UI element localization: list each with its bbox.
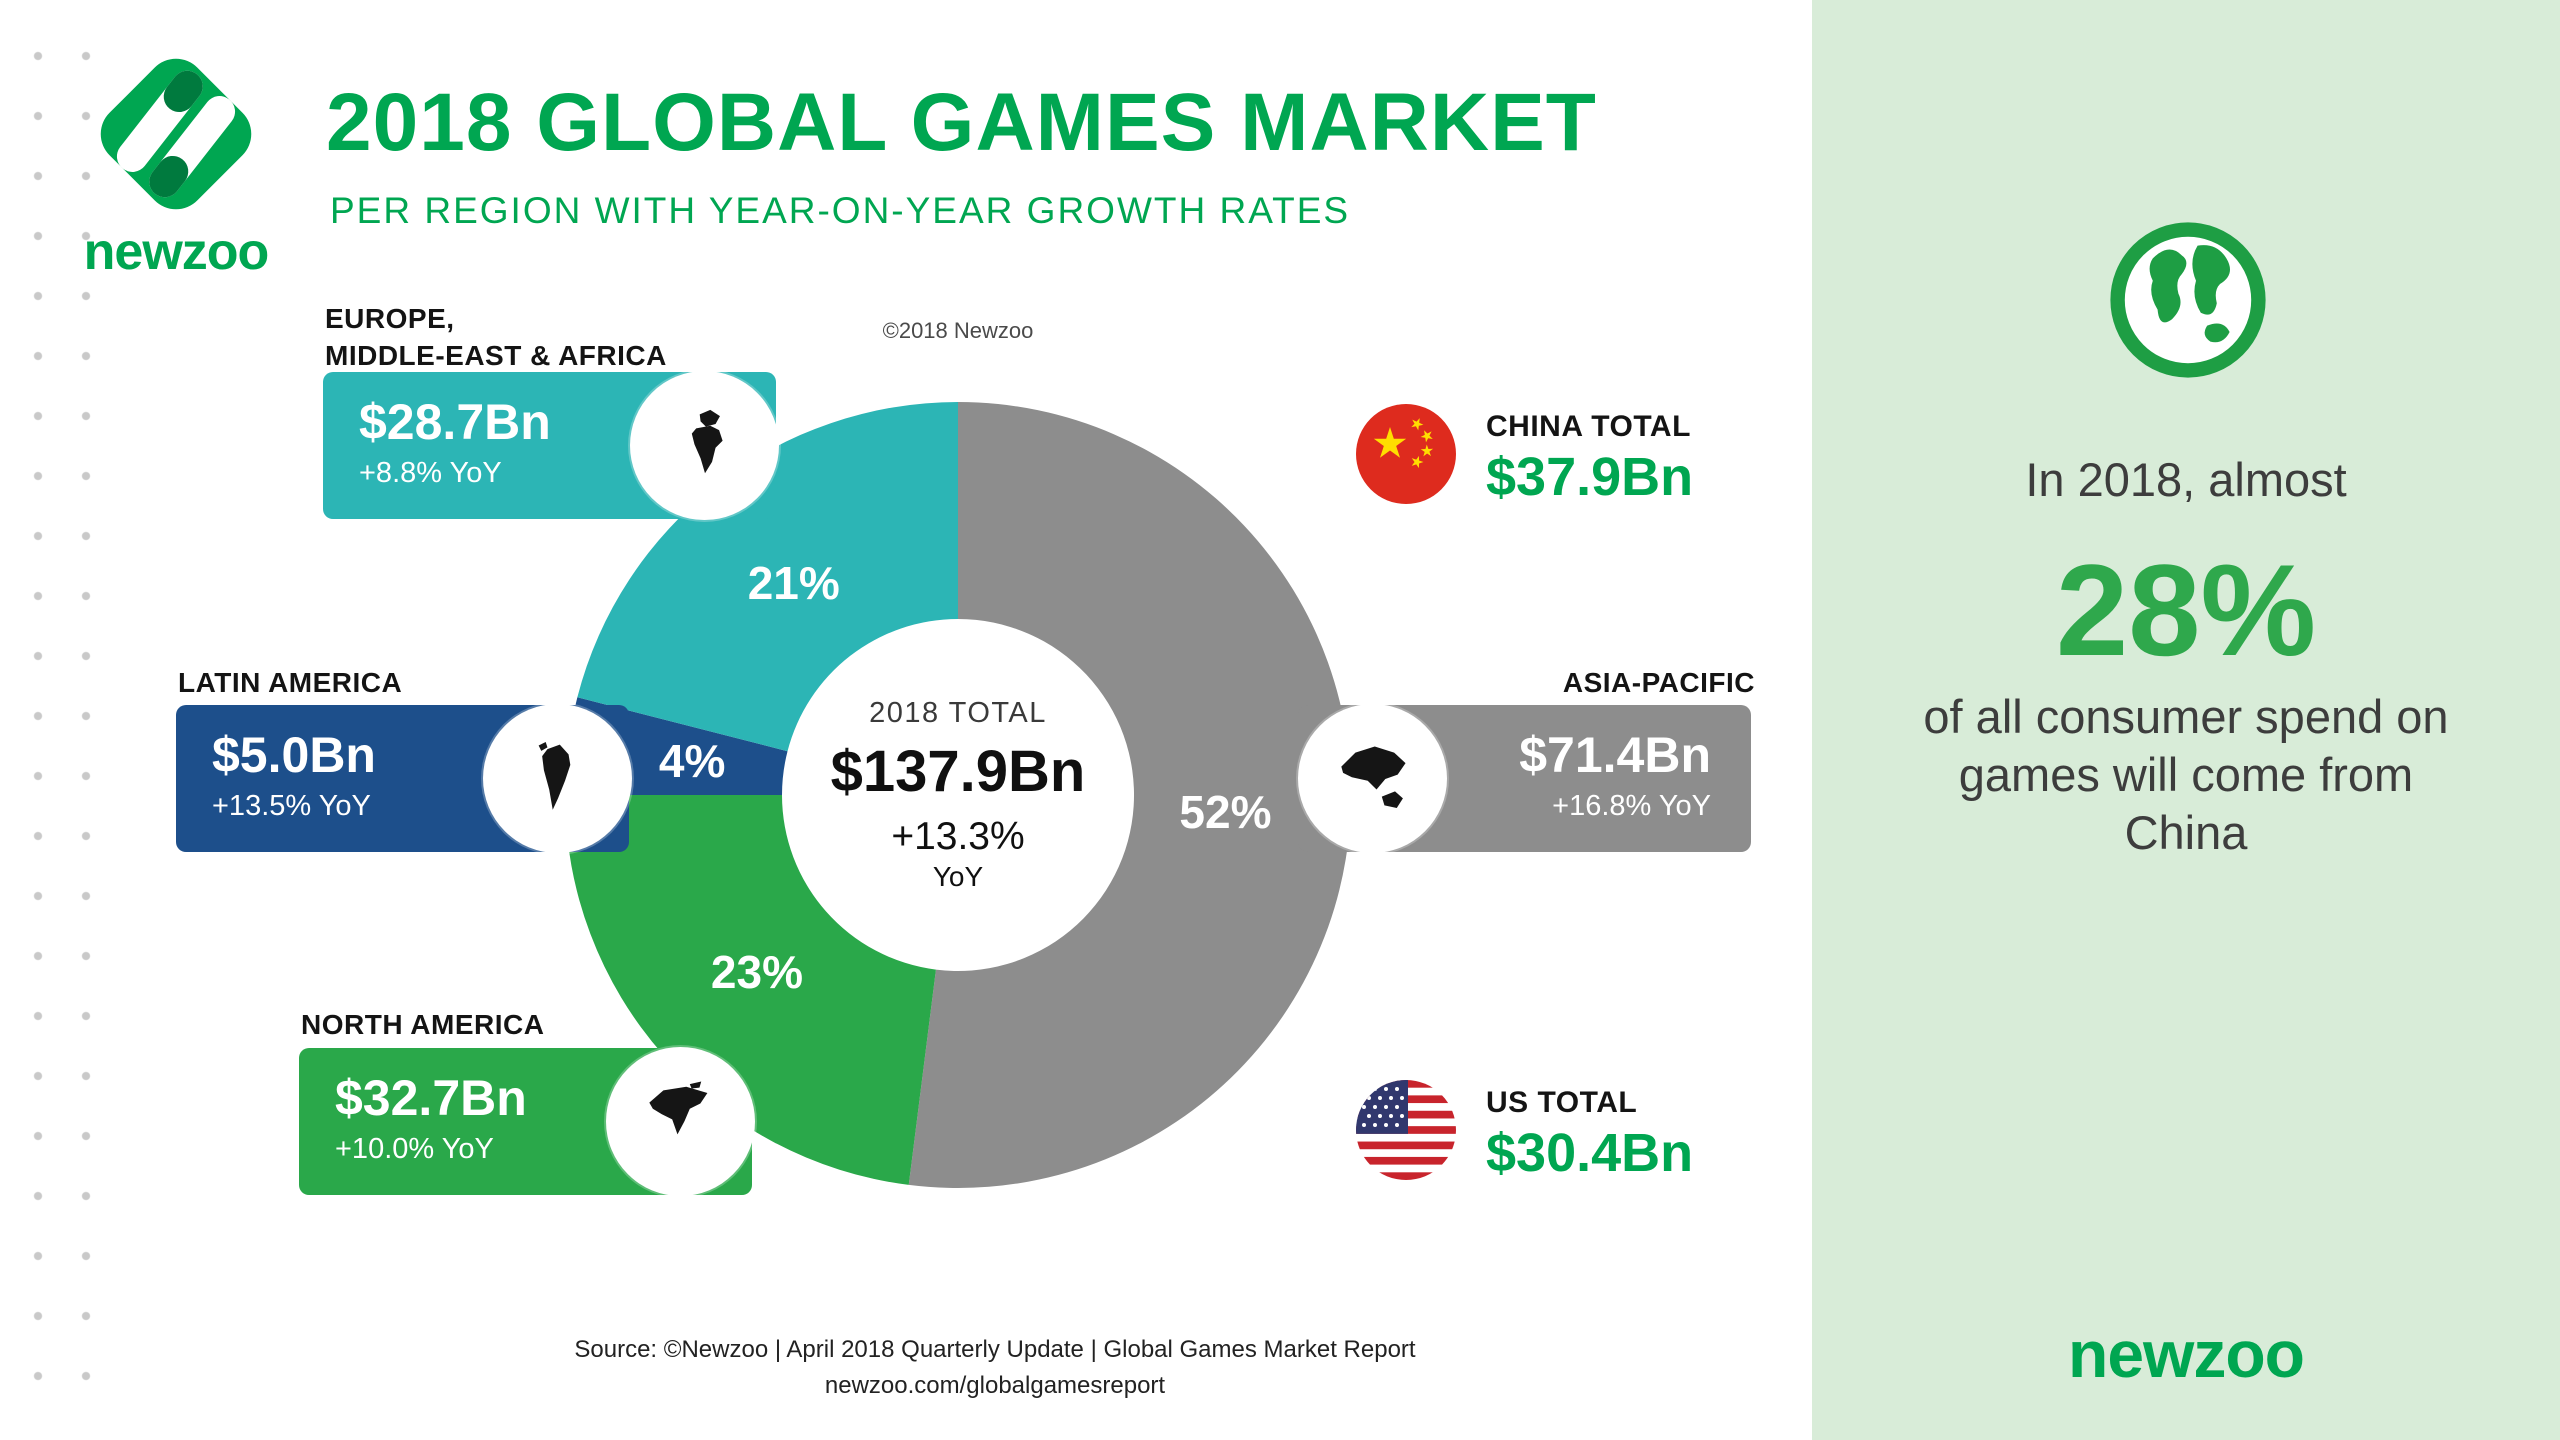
region-yoy: +13.5% YoY <box>212 789 371 822</box>
copyright-note: ©2018 Newzoo <box>882 318 1034 343</box>
region-value: $5.0Bn <box>212 727 376 783</box>
region-label-line: MIDDLE-EAST & AFRICA <box>325 340 667 371</box>
region-label-line: NORTH AMERICA <box>301 1009 545 1040</box>
total-growth-unit: YoY <box>932 861 984 892</box>
china-total-value: $37.9Bn <box>1486 447 1694 507</box>
donut-percent-label-latin-america: 4% <box>658 735 726 788</box>
region-map-circle <box>606 1047 755 1196</box>
total-value: $137.9Bn <box>830 739 1086 804</box>
region-label-asia-pacific: ASIA-PACIFIC <box>1295 664 1755 701</box>
north-america-map-icon <box>648 1081 707 1134</box>
region-value: $32.7Bn <box>335 1070 527 1126</box>
report-url-link[interactable]: newzoo.com/globalgamesreport <box>824 1372 1166 1399</box>
region-label-emea: EUROPE, MIDDLE-EAST & AFRICA <box>325 300 667 374</box>
donut-segment-emea <box>577 402 958 752</box>
source-line: Source: ©Newzoo | April 2018 Quarterly U… <box>574 1336 1416 1363</box>
donut-percent-label-asia-pacific: 52% <box>1179 785 1272 838</box>
region-map-circle <box>630 371 779 520</box>
region-label-latin-america: LATIN AMERICA <box>178 664 402 701</box>
sidebar-newzoo-wordmark: newzoo <box>2068 1317 2305 1391</box>
globe-icon <box>2110 222 2266 378</box>
asia-pacific-map-icon <box>1340 745 1406 808</box>
region-yoy: +10.0% YoY <box>335 1132 494 1165</box>
infographic-main: newzoo 2018 GLOBAL GAMES MARKET PER REGI… <box>14 26 1786 1418</box>
dot-pattern-decoration <box>14 26 114 1418</box>
region-card-north-america: $32.7Bn +10.0% YoY <box>299 1047 755 1196</box>
donut-percent-label-emea: 21% <box>747 557 840 610</box>
region-card-latin-america: $5.0Bn +13.5% YoY <box>176 704 632 853</box>
sidebar: In 2018, almost 28% of all consumer spen… <box>1812 0 2560 1440</box>
newzoo-wordmark: newzoo <box>83 223 270 281</box>
region-yoy: +16.8% YoY <box>1552 789 1711 822</box>
europe-africa-map-icon <box>691 409 723 473</box>
region-label-line: EUROPE, <box>325 303 455 334</box>
region-label-line: LATIN AMERICA <box>178 667 403 698</box>
donut-percent-label-north-america: 23% <box>710 946 804 999</box>
region-yoy: +8.8% YoY <box>359 456 502 489</box>
china-callout: CHINA TOTAL $37.9Bn <box>1356 404 1786 514</box>
region-label-north-america: NORTH AMERICA <box>301 1006 544 1043</box>
sidebar-stat: 28% <box>2055 537 2317 683</box>
region-value: $28.7Bn <box>359 394 551 450</box>
south-america-map-icon <box>538 741 570 810</box>
region-value: $71.4Bn <box>1519 727 1711 783</box>
total-growth: +13.3% <box>891 815 1025 858</box>
donut-segment-asia-pacific <box>908 402 1352 1188</box>
china-total-label: CHINA TOTAL <box>1486 410 1691 443</box>
region-card-asia-pacific: $71.4Bn +16.8% YoY <box>1298 704 1751 853</box>
sidebar-intro-text: In 2018, almost <box>2025 453 2347 506</box>
us-total-value: $30.4Bn <box>1486 1123 1694 1183</box>
newzoo-logo-icon <box>100 58 252 210</box>
us-callout: US TOTAL $30.4Bn <box>1356 1080 1786 1190</box>
us-total-label: US TOTAL <box>1486 1086 1638 1119</box>
region-label-line: ASIA-PACIFIC <box>1562 667 1755 698</box>
us-flag-icon <box>1356 1080 1456 1180</box>
region-map-circle <box>483 704 632 853</box>
page-subtitle: PER REGION WITH YEAR-ON-YEAR GROWTH RATE… <box>330 190 1351 231</box>
china-flag-icon <box>1356 404 1456 504</box>
sidebar-description: of all consumer spend on games will come… <box>1923 690 2449 859</box>
page-title: 2018 GLOBAL GAMES MARKET <box>326 77 1597 168</box>
donut-segment-north-america <box>565 795 936 1185</box>
chart-center-total: 2018 TOTAL $137.9Bn +13.3% YoY <box>793 697 1123 893</box>
total-label: 2018 TOTAL <box>869 697 1047 729</box>
region-card-emea: $28.7Bn +8.8% YoY <box>323 371 779 520</box>
region-map-circle <box>1298 704 1447 853</box>
percent-label-layer: 52% 23% 4% 21% <box>558 395 1358 1195</box>
